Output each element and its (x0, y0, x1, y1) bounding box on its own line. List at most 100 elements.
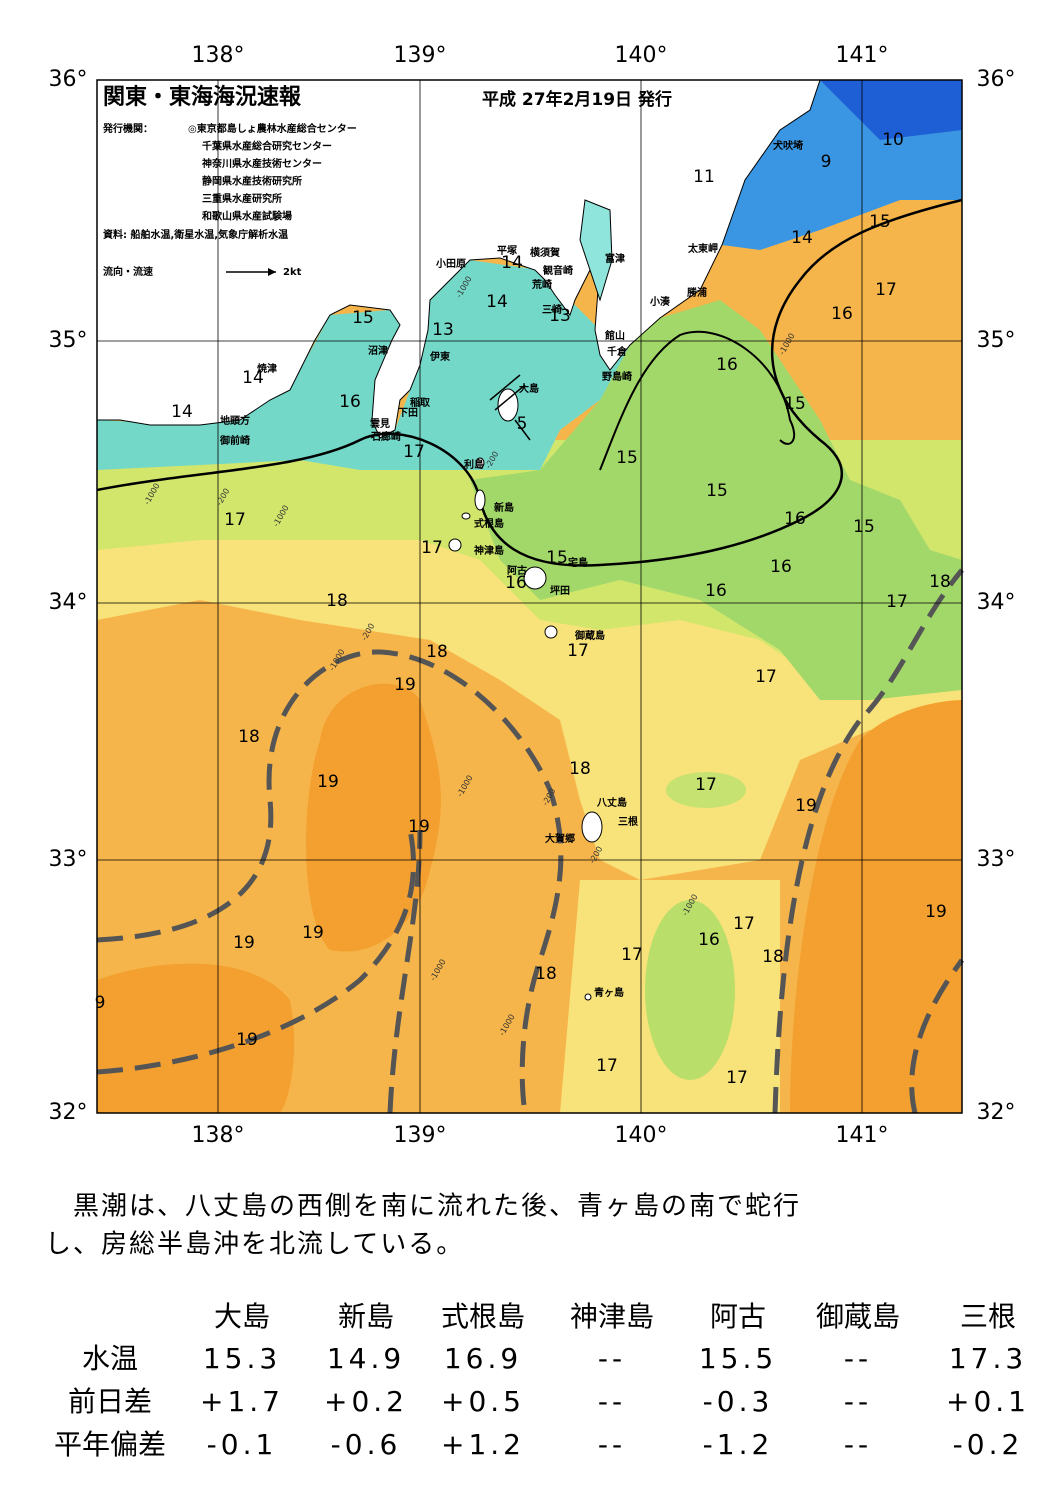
current-arrow (514, 419, 531, 441)
place-label: 太東岬 (687, 242, 718, 255)
row-label: 前日差 (68, 1385, 152, 1418)
contour-label: 10 (882, 130, 904, 150)
table-cell: -- (844, 1385, 872, 1418)
lat-label: 34° (977, 590, 1016, 615)
table-cell: +1.7 (200, 1385, 284, 1418)
legend-label: 流向・流速 (103, 265, 153, 278)
table-header: 三根 (960, 1300, 1016, 1333)
contour-label: 14 (242, 368, 264, 388)
contour-label: 14 (171, 402, 193, 422)
place-label: 富津 (605, 252, 625, 265)
contour-label: 18 (929, 572, 951, 592)
contour-label: 17 (755, 667, 777, 687)
place-label: 下田 (398, 407, 418, 419)
place-label: 焼津 (257, 362, 277, 375)
island (461, 512, 471, 520)
place-label: 野島崎 (602, 370, 632, 383)
contour-line (599, 330, 796, 471)
island (523, 566, 547, 590)
place-label: 式根島 (474, 517, 504, 530)
contour-label: 18 (569, 759, 591, 779)
contour-label: 19 (302, 923, 324, 943)
tokyo-bay (579, 199, 613, 302)
island (584, 993, 592, 1001)
contour-label: 16 (705, 581, 727, 601)
island (544, 625, 558, 639)
summary-line: 黒潮は、八丈島の西側を南に流れた後、青ヶ島の南で蛇行 (45, 1192, 801, 1222)
contour-label: 18 (426, 642, 448, 662)
contour-label: 19 (233, 933, 255, 953)
sea-deep-blue (820, 80, 962, 140)
contour-label: 11 (693, 167, 715, 187)
publisher: 三重県水産研究所 (202, 192, 282, 205)
table-cell: -- (844, 1342, 872, 1375)
lon-label: 139° (394, 1123, 447, 1148)
place-label: 伊東 (429, 350, 450, 363)
place-label: 館山 (604, 329, 625, 342)
place-label: 宅島 (568, 556, 588, 569)
table-cell: -- (598, 1385, 626, 1418)
table-cell: -0.3 (703, 1385, 774, 1418)
table-header: 式根島 (441, 1300, 525, 1333)
lat-label: 35° (49, 328, 88, 353)
sea-orange (306, 683, 441, 952)
contour-label: 17 (621, 945, 643, 965)
place-label: 三崎 (542, 303, 562, 316)
row-label: 平年偏差 (54, 1428, 166, 1461)
place-label: 勝浦 (687, 286, 707, 299)
contour-label: 15 (352, 308, 374, 328)
table-header: 阿古 (710, 1300, 766, 1333)
table-cell: +0.5 (441, 1385, 525, 1418)
lat-label: 36° (49, 67, 88, 92)
lat-label: 32° (49, 1100, 88, 1125)
contour-label: 17 (596, 1056, 618, 1076)
contour-label: 5 (517, 414, 528, 434)
place-label: 観音崎 (543, 264, 573, 277)
contour-label: 17 (695, 775, 717, 795)
island (475, 457, 485, 469)
contour-label: 19 (408, 817, 430, 837)
lon-label: 139° (394, 43, 447, 68)
lat-label: 34° (49, 590, 88, 615)
island (581, 811, 603, 843)
table-header: 新島 (338, 1300, 394, 1333)
table-cell: +0.2 (324, 1385, 408, 1418)
lon-label: 141° (836, 43, 889, 68)
contour-label: 17 (567, 641, 589, 661)
kuroshio-axis (387, 829, 423, 1114)
place-label: 平塚 (497, 244, 517, 257)
place-label: 坪田 (550, 584, 570, 597)
map-frame (96, 79, 963, 1114)
lon-label: 140° (615, 43, 668, 68)
sea-green (645, 900, 735, 1080)
contour-label: 16 (505, 573, 527, 593)
sea-orange (97, 963, 295, 1113)
place-label: 阿古 (507, 564, 527, 577)
contour-label: 16 (770, 557, 792, 577)
place-label: 地頭方 (220, 414, 250, 427)
place-label: 神津島 (474, 544, 504, 557)
place-label: 横須賀 (530, 246, 560, 259)
contour-label: 16 (784, 509, 806, 529)
kuroshio-axis (772, 568, 964, 1114)
place-label: 小湊 (649, 295, 671, 308)
contour-label: 18 (326, 591, 348, 611)
legend-arrowhead (268, 268, 276, 276)
issue-date: 平成 27年2月19日 発行 (482, 89, 672, 110)
table-cell: -0.2 (953, 1428, 1024, 1461)
sea-orange (790, 700, 962, 1113)
lon-label: 140° (615, 1123, 668, 1148)
publisher: 千葉県水産総合研究センター (202, 140, 332, 153)
contour-label: 15 (853, 517, 875, 537)
contour-label: 18 (762, 947, 784, 967)
lat-label: 33° (977, 847, 1016, 872)
contour-label: 15 (784, 394, 806, 414)
publisher: ◎東京都島しょ農林水産総合センター (188, 122, 357, 135)
contour-label: 18 (238, 727, 260, 747)
contour-label: 17 (875, 280, 897, 300)
contour-label: 15 (706, 481, 728, 501)
sources: 資料: 船舶水温,衛星水温,気象庁解析水温 (103, 228, 288, 241)
island (497, 388, 519, 422)
place-label: 御蔵島 (574, 629, 605, 642)
publisher: 静岡県水産技術研究所 (202, 175, 302, 188)
